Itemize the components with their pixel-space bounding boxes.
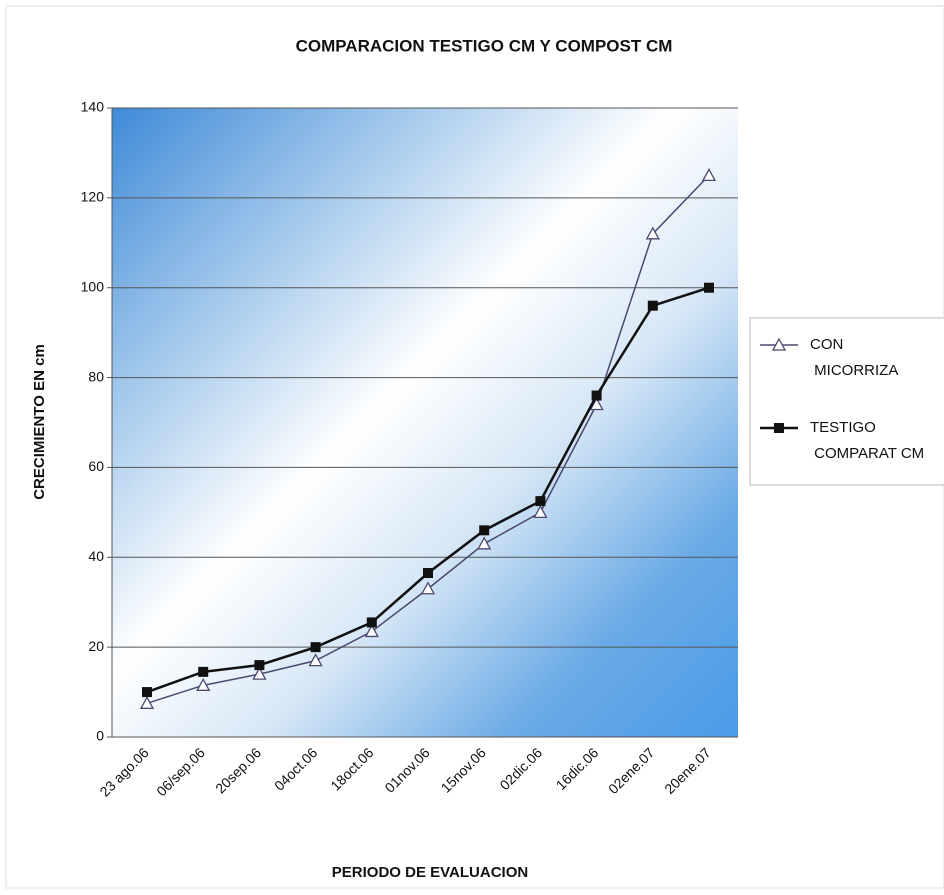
x-axis-title: PERIODO DE EVALUACION bbox=[332, 864, 528, 881]
data-point bbox=[308, 653, 323, 667]
y-tick-label: 80 bbox=[88, 368, 104, 384]
data-point bbox=[704, 282, 714, 293]
legend-label: CON MICORRIZA bbox=[810, 336, 898, 379]
legend-marker bbox=[774, 423, 784, 433]
data-point bbox=[198, 666, 209, 677]
data-point bbox=[479, 525, 490, 536]
y-tick-label: 60 bbox=[88, 458, 104, 474]
legend-label: TESTIGO COMPARAT CM bbox=[810, 419, 924, 462]
data-point bbox=[252, 666, 267, 680]
data-point bbox=[477, 536, 492, 550]
data-point bbox=[533, 504, 548, 519]
data-point bbox=[310, 642, 321, 653]
y-tick-label: 0 bbox=[96, 728, 104, 744]
data-point bbox=[139, 695, 155, 709]
y-tick-label: 140 bbox=[81, 99, 105, 115]
data-point bbox=[196, 677, 211, 691]
data-point bbox=[535, 496, 546, 507]
data-point bbox=[645, 226, 660, 240]
y-tick-label: 20 bbox=[88, 638, 104, 654]
y-tick-label: 120 bbox=[81, 189, 105, 205]
data-point bbox=[366, 617, 377, 628]
data-point bbox=[701, 168, 717, 182]
data-point bbox=[423, 568, 433, 579]
data-point bbox=[420, 581, 436, 595]
chart-title: COMPARACION TESTIGO CM Y COMPOST CM bbox=[296, 36, 673, 55]
data-point bbox=[589, 397, 604, 411]
data-point bbox=[254, 660, 265, 671]
legend-marker bbox=[771, 337, 787, 351]
y-tick-label: 40 bbox=[88, 548, 104, 564]
data-point bbox=[591, 390, 602, 401]
y-tick-label: 100 bbox=[81, 278, 105, 294]
data-point bbox=[647, 300, 658, 311]
data-point bbox=[364, 624, 379, 638]
data-point bbox=[142, 687, 152, 698]
y-axis-title: CRECIMIENTO EN cm bbox=[31, 344, 48, 500]
plot-area bbox=[112, 108, 738, 737]
